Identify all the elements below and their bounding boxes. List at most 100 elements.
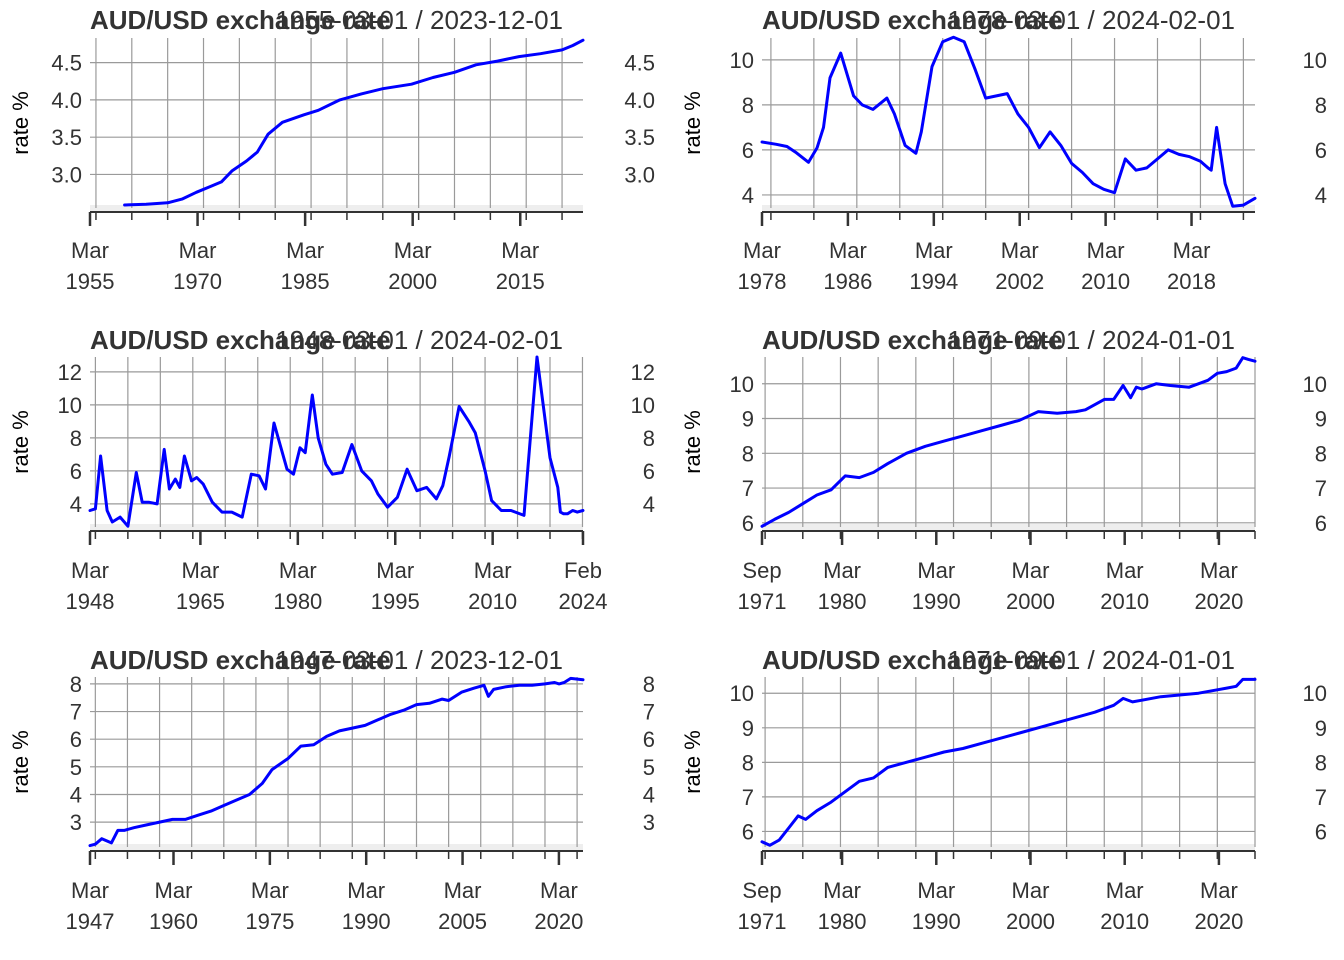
y-tick-label-left: 6 [70,727,82,752]
y-tick-label-left: 8 [742,750,754,775]
y-tick-label-right: 7 [1315,785,1327,810]
chart-panel-1: Mar 1955 Mar 1970 Mar 1985 Mar 2000 Mar 2015 3.0 3.… [8,5,655,294]
y-tick-label-left: 6 [742,138,754,163]
x-tick-label-month: Mar [71,238,109,263]
y-tick-label-left: 8 [742,93,754,118]
chart-panel-3: Mar 1948 Mar 1965 Mar 1980 Mar 1995 Mar 2010 Feb 20… [8,325,655,614]
x-tick-label-year: 1970 [173,269,222,294]
y-axis-label: rate % [680,91,705,155]
baseline-band [90,524,583,530]
y-tick-label-right: 6 [1315,511,1327,536]
y-tick-label-right: 5 [643,755,655,780]
y-tick-label-right: 8 [1315,441,1327,466]
x-tick-label-month: Mar [829,238,867,263]
y-tick-label-right: 7 [1315,476,1327,501]
x-tick-label-year: 2020 [1194,909,1243,934]
x-tick-label-year: 1975 [245,909,294,934]
x-tick-label-year: 2000 [388,269,437,294]
x-tick-label-month: Mar [444,878,482,903]
x-tick-label-month: Sep [742,878,781,903]
x-tick-label-year: 1965 [176,589,225,614]
x-tick-label-year: 1980 [273,589,322,614]
chart-title: AUD/USD exchange rate [762,325,1063,355]
x-tick-label-month: Mar [286,238,324,263]
x-tick-label-year: 2000 [1006,909,1055,934]
y-tick-label-right: 8 [1315,93,1327,118]
x-tick-label-month: Mar [917,558,955,583]
x-tick-label-year: 2005 [438,909,487,934]
x-tick-label-month: Mar [376,558,414,583]
x-tick-label-month: Mar [71,558,109,583]
x-tick-label-month: Mar [1200,558,1238,583]
y-tick-label-left: 3 [70,810,82,835]
y-tick-label-right: 9 [1315,716,1327,741]
y-axis-label: rate % [8,410,33,474]
baseline-band [762,524,1255,530]
x-tick-label-month: Mar [251,878,289,903]
y-tick-label-left: 9 [742,716,754,741]
y-tick-label-right: 8 [643,672,655,697]
y-tick-label-right: 6 [1315,138,1327,163]
y-tick-label-right: 10 [1303,372,1327,397]
y-tick-label-left: 4 [742,183,754,208]
chart-title: AUD/USD exchange rate [90,645,391,675]
y-tick-label-right: 8 [1315,750,1327,775]
y-tick-label-left: 7 [742,476,754,501]
x-tick-label-month: Mar [1106,558,1144,583]
y-tick-label-left: 4 [70,492,82,517]
y-tick-label-right: 8 [643,426,655,451]
x-tick-label-year: 2020 [534,909,583,934]
x-tick-label-month: Mar [474,558,512,583]
y-tick-label-left: 8 [742,441,754,466]
chart-panel-5: Mar 1947 Mar 1960 Mar 1975 Mar 1990 Mar 2005 Mar 20… [8,645,655,934]
y-tick-label-right: 10 [1303,681,1327,706]
x-tick-label-month: Mar [501,238,539,263]
chart-title: AUD/USD exchange rate [762,5,1063,35]
chart-date-range: 1978-03-01 / 2024-02-01 [947,5,1235,35]
x-tick-label-year: 1985 [281,269,330,294]
series-line-1 [760,356,1257,528]
x-tick-label-year: 1955 [66,269,115,294]
chart-date-range: 1955-03-01 / 2023-12-01 [275,5,563,35]
x-tick-label-month: Mar [71,878,109,903]
x-tick-label-year: 1971 [738,909,787,934]
y-tick-label-left: 10 [58,393,82,418]
x-tick-label-month: Sep [742,558,781,583]
y-tick-label-right: 6 [1315,819,1327,844]
y-tick-label-left: 8 [70,672,82,697]
x-tick-label-year: 1978 [738,269,787,294]
x-tick-label-year: 2010 [1100,589,1149,614]
y-tick-label-left: 3.0 [51,162,82,187]
x-tick-label-month: Mar [394,238,432,263]
y-tick-label-right: 3 [643,810,655,835]
x-tick-label-month: Mar [915,238,953,263]
y-tick-label-left: 8 [70,426,82,451]
y-tick-label-right: 3.0 [624,162,655,187]
chart-title: AUD/USD exchange rate [762,645,1063,675]
y-tick-label-right: 4 [643,782,655,807]
x-tick-label-year: 1980 [818,909,867,934]
y-tick-label-right: 4 [643,492,655,517]
y-tick-label-right: 6 [643,459,655,484]
series-line-1 [123,38,585,207]
y-tick-label-left: 10 [730,681,754,706]
x-tick-label-year: 1948 [66,589,115,614]
x-tick-label-month: Mar [1012,878,1050,903]
y-tick-label-right: 10 [631,393,655,418]
x-tick-label-year: 1990 [912,909,961,934]
x-tick-label-year: 1995 [371,589,420,614]
y-tick-label-left: 12 [58,360,82,385]
x-tick-label-month: Mar [279,558,317,583]
series-line-1 [88,676,585,848]
baseline-band [762,205,1255,211]
x-tick-label-year: 1947 [66,909,115,934]
x-tick-label-year: 1990 [912,589,961,614]
baseline-band [762,844,1255,850]
x-tick-label-month: Mar [347,878,385,903]
x-tick-label-month: Mar [1106,878,1144,903]
x-tick-label-month: Mar [1200,878,1238,903]
y-tick-label-left: 3.5 [51,125,82,150]
y-tick-label-left: 4.0 [51,88,82,113]
x-tick-label-year: 2002 [995,269,1044,294]
y-tick-label-right: 7 [643,700,655,725]
